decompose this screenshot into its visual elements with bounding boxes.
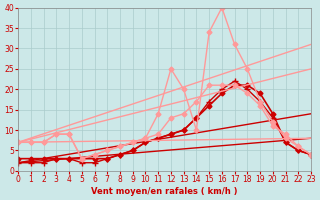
X-axis label: Vent moyen/en rafales ( km/h ): Vent moyen/en rafales ( km/h ) (91, 187, 238, 196)
